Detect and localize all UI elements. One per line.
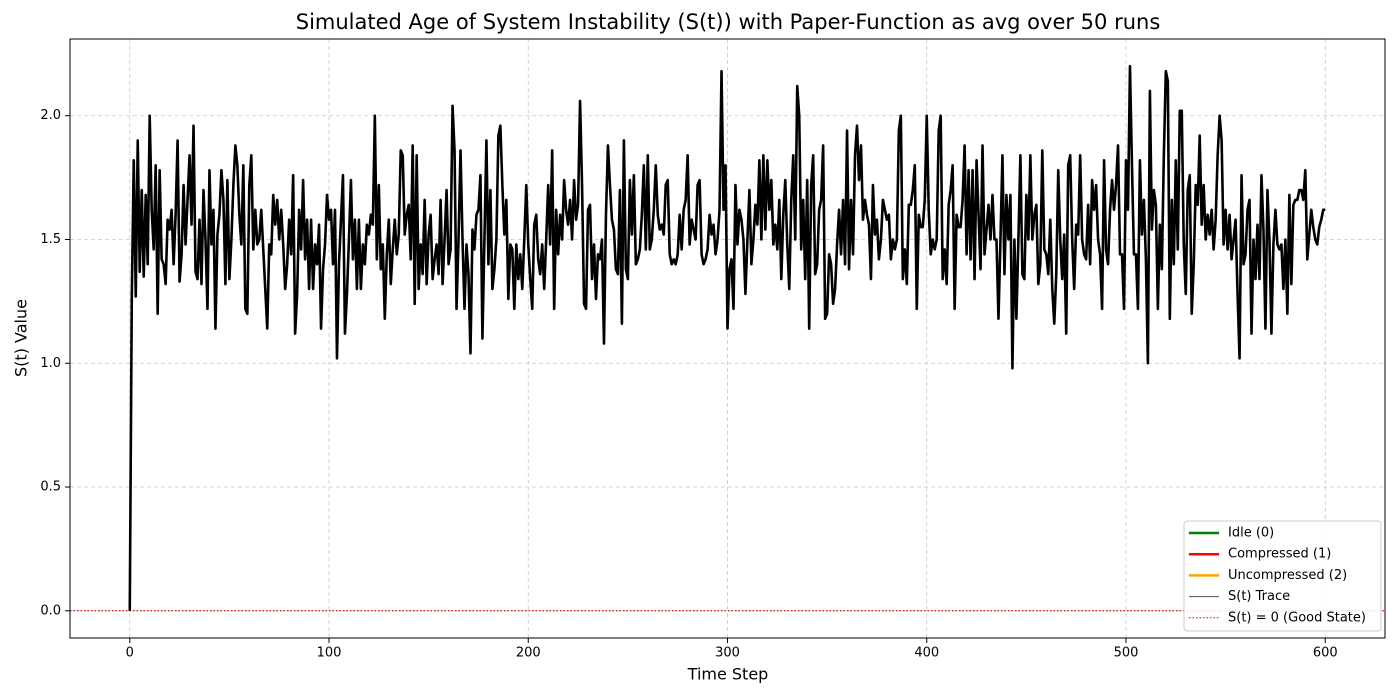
x-tick-label: 300 (715, 646, 740, 661)
chart-title: Simulated Age of System Instability (S(t… (296, 10, 1161, 34)
legend-label: S(t) = 0 (Good State) (1228, 610, 1366, 625)
x-axis-label: Time Step (687, 665, 769, 684)
legend-label: Uncompressed (2) (1228, 568, 1347, 583)
y-tick-label: 2.0 (40, 108, 61, 123)
legend-label: Compressed (1) (1228, 547, 1331, 562)
legend: Idle (0) Compressed (1) Uncompressed (2) S(… (1183, 520, 1382, 632)
y-axis-label: S(t) Value (12, 299, 31, 377)
y-tick-label: 0.0 (40, 603, 61, 618)
y-tick-label: 0.5 (40, 480, 61, 495)
x-tick-label: 200 (516, 646, 541, 661)
plot-frame (69, 38, 1386, 639)
y-tick-label: 1.0 (40, 356, 61, 371)
x-tick-label: 0 (126, 646, 134, 661)
x-tick-label: 400 (914, 646, 939, 661)
legend-box (1183, 520, 1382, 632)
x-tick-label: 500 (1114, 646, 1139, 661)
y-tick-label: 1.5 (40, 232, 61, 247)
legend-label: S(t) Trace (1228, 589, 1290, 604)
x-tick-label: 600 (1313, 646, 1338, 661)
legend-label: Idle (0) (1228, 526, 1274, 541)
line-series (128, 64, 1326, 611)
x-tick-label: 100 (317, 646, 342, 661)
